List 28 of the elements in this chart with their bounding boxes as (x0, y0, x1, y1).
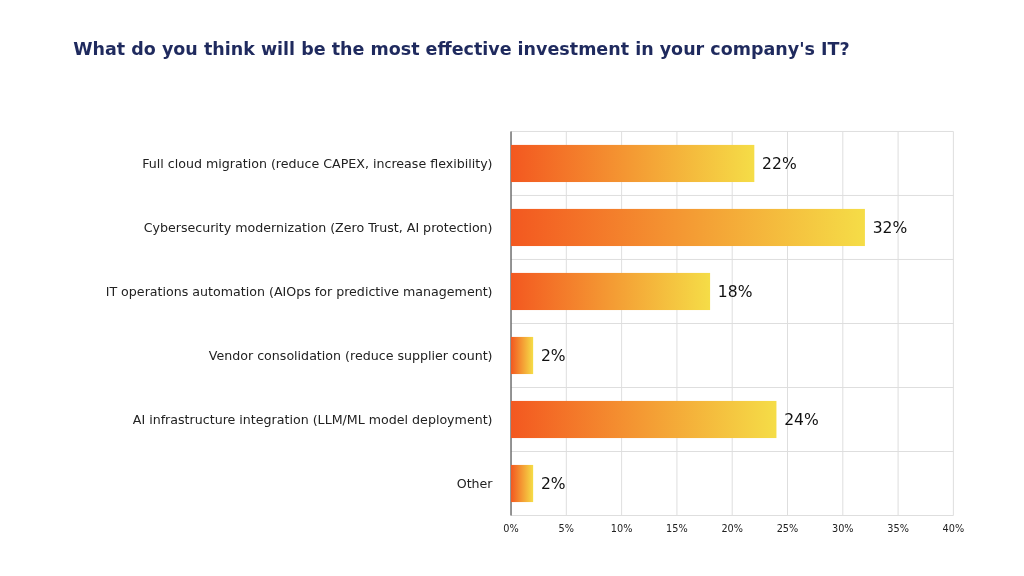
x-tick-label: 20% (721, 523, 744, 535)
x-tick-label: 35% (887, 523, 909, 535)
y-tick-label: IT operations automation (AIOps for predictive management) (105, 283, 493, 299)
data-label: 24% (784, 410, 819, 429)
x-tick-label: 25% (776, 523, 799, 535)
bar (511, 400, 777, 439)
x-tick-label: 0% (503, 523, 519, 535)
bar (511, 464, 534, 503)
data-label: 22% (762, 154, 797, 173)
y-tick-label: Vendor consolidation (reduce supplier count) (208, 347, 493, 363)
data-label: 32% (872, 218, 908, 237)
y-tick-label: Other (456, 475, 494, 491)
data-label: 2% (540, 474, 566, 493)
x-tick-label: 5% (558, 523, 575, 535)
x-tick-label: 40% (942, 523, 965, 535)
chart-title: What do you think will be the most effective investment in your company's IT? (73, 38, 850, 59)
bar (511, 272, 711, 311)
y-tick-label: AI infrastructure integration (LLM/ML model deployment) (132, 411, 493, 427)
y-tick-label: Cybersecurity modernization (Zero Trust, AI protection) (143, 219, 493, 235)
x-tick-label: 10% (610, 523, 633, 535)
bar (511, 144, 755, 183)
x-tick-label: 30% (831, 523, 854, 535)
y-tick-label: Full cloud migration (reduce CAPEX, increase flexibility) (142, 155, 493, 171)
data-label: 18% (717, 282, 753, 301)
bar (511, 336, 534, 375)
data-label: 2% (540, 346, 566, 365)
bar (511, 208, 865, 247)
x-tick-label: 15% (666, 523, 688, 535)
